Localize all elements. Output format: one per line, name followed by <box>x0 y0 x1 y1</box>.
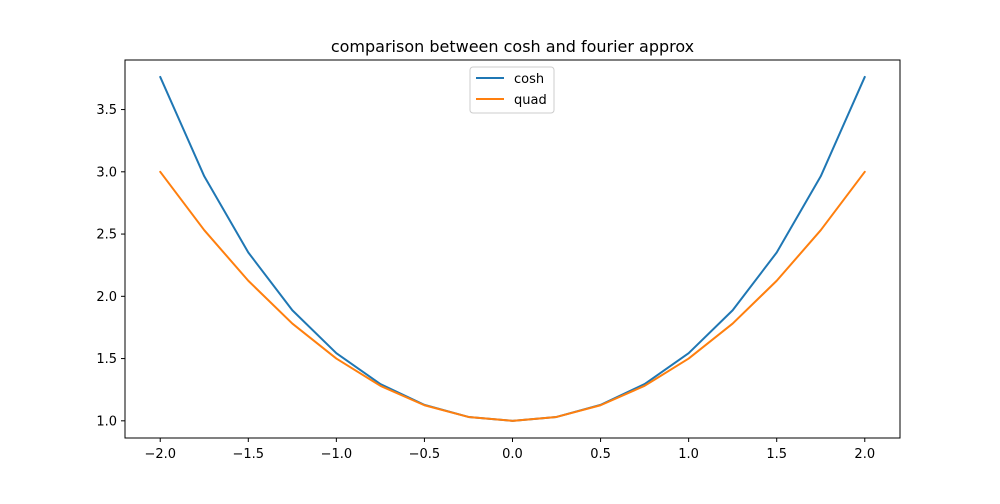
x-tick-label: −2.0 <box>144 447 176 462</box>
series-line-quad <box>159 170 866 422</box>
series-lines <box>159 75 866 422</box>
chart-title: comparison between cosh and fourier appr… <box>331 37 694 56</box>
x-tick-label: −0.5 <box>409 447 441 462</box>
x-tick-label: 0.0 <box>502 447 523 462</box>
y-tick-label: 2.0 <box>96 290 117 305</box>
y-tick-label: 2.5 <box>96 228 117 243</box>
axes: −2.0 −1.5 −1.0 −0.5 0.0 0.5 1.0 1.5 2.0 1.0 1.5 2.0… <box>96 59 901 462</box>
y-tick-label: 3.0 <box>96 165 117 180</box>
x-tick-label: 1.0 <box>678 447 699 462</box>
x-tick-label: 2.0 <box>854 447 875 462</box>
legend-label-cosh: cosh <box>514 72 544 87</box>
x-tick-label: 1.5 <box>766 447 787 462</box>
x-tick-label: −1.0 <box>321 447 353 462</box>
plot-area <box>125 60 900 438</box>
y-tick-label: 1.0 <box>96 414 117 429</box>
y-tick-label: 3.5 <box>96 103 117 118</box>
legend-label-quad: quad <box>514 93 547 108</box>
x-tick-label: −1.5 <box>233 447 265 462</box>
x-tick-label: 0.5 <box>590 447 611 462</box>
y-tick-label: 1.5 <box>96 352 117 367</box>
legend: cosh quad <box>469 66 555 114</box>
